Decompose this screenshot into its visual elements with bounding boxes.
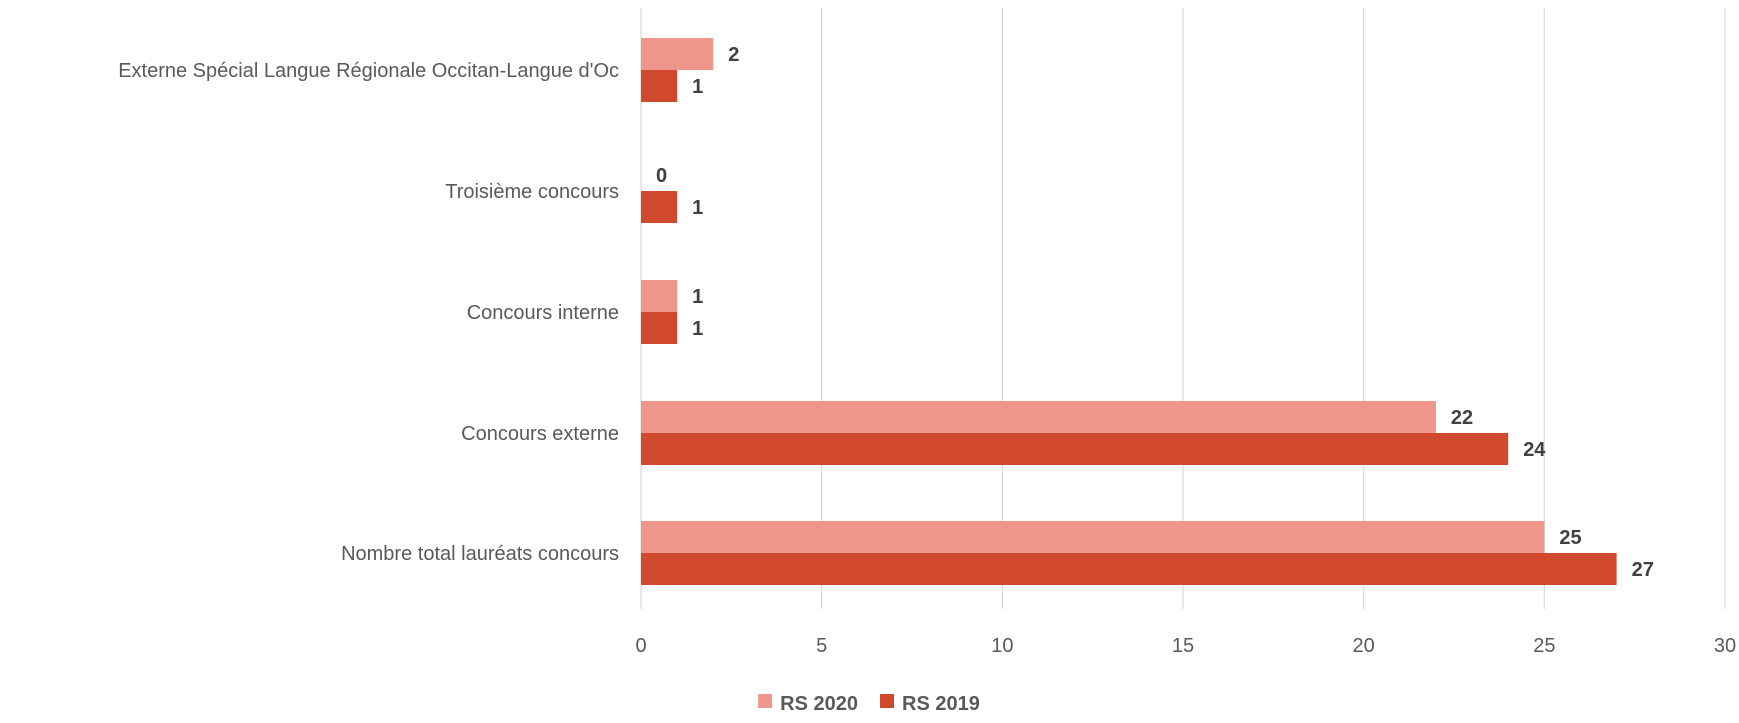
x-tick-label: 20 [1353,635,1375,657]
bar-rs-2020 [641,401,1436,433]
x-tick-label: 0 [635,635,646,657]
data-label: 2 [728,44,739,66]
legend-swatch [758,694,773,708]
x-tick-label: 25 [1533,635,1555,657]
legend: RS 2020 RS 2019 [758,693,980,715]
bar-rs-2019 [641,553,1617,585]
x-tick-label: 10 [991,635,1013,657]
data-label: 1 [692,76,703,98]
legend-label: RS 2020 [780,693,858,715]
bars [641,38,1617,585]
data-label: 1 [692,286,703,308]
data-labels: 2 0 1 22 25 1 1 1 24 27 [656,44,1654,581]
category-label: Nombre total lauréats concours [341,543,619,565]
bar-rs-2019 [641,312,678,344]
data-label: 1 [692,197,703,219]
category-label: Externe Spécial Langue Régionale Occitan… [118,60,619,82]
bar-rs-2019 [641,191,678,223]
gridlines [640,8,1726,609]
legend-label: RS 2019 [902,693,980,715]
legend-item-rs-2019: RS 2019 [880,693,980,715]
category-label: Troisième concours [445,181,619,203]
data-label: 22 [1451,407,1473,429]
data-label: 27 [1632,559,1654,581]
data-label: 24 [1523,439,1546,461]
data-label: 25 [1559,527,1581,549]
bar-rs-2019 [641,433,1509,465]
x-axis-ticks: 0 5 10 15 20 25 30 [635,635,1736,657]
data-label: 1 [692,318,703,340]
x-tick-label: 5 [816,635,827,657]
category-label: Concours interne [467,302,619,324]
bar-rs-2020 [641,38,714,70]
bar-rs-2019 [641,70,678,102]
bar-rs-2020 [641,280,678,312]
x-tick-label: 30 [1714,635,1736,657]
x-tick-label: 15 [1172,635,1194,657]
category-label: Concours externe [461,423,619,445]
category-labels: Externe Spécial Langue Régionale Occitan… [118,60,619,565]
bar-rs-2020 [641,521,1545,553]
data-label: 0 [656,165,667,187]
legend-item-rs-2020: RS 2020 [758,693,858,715]
legend-swatch [880,694,894,708]
